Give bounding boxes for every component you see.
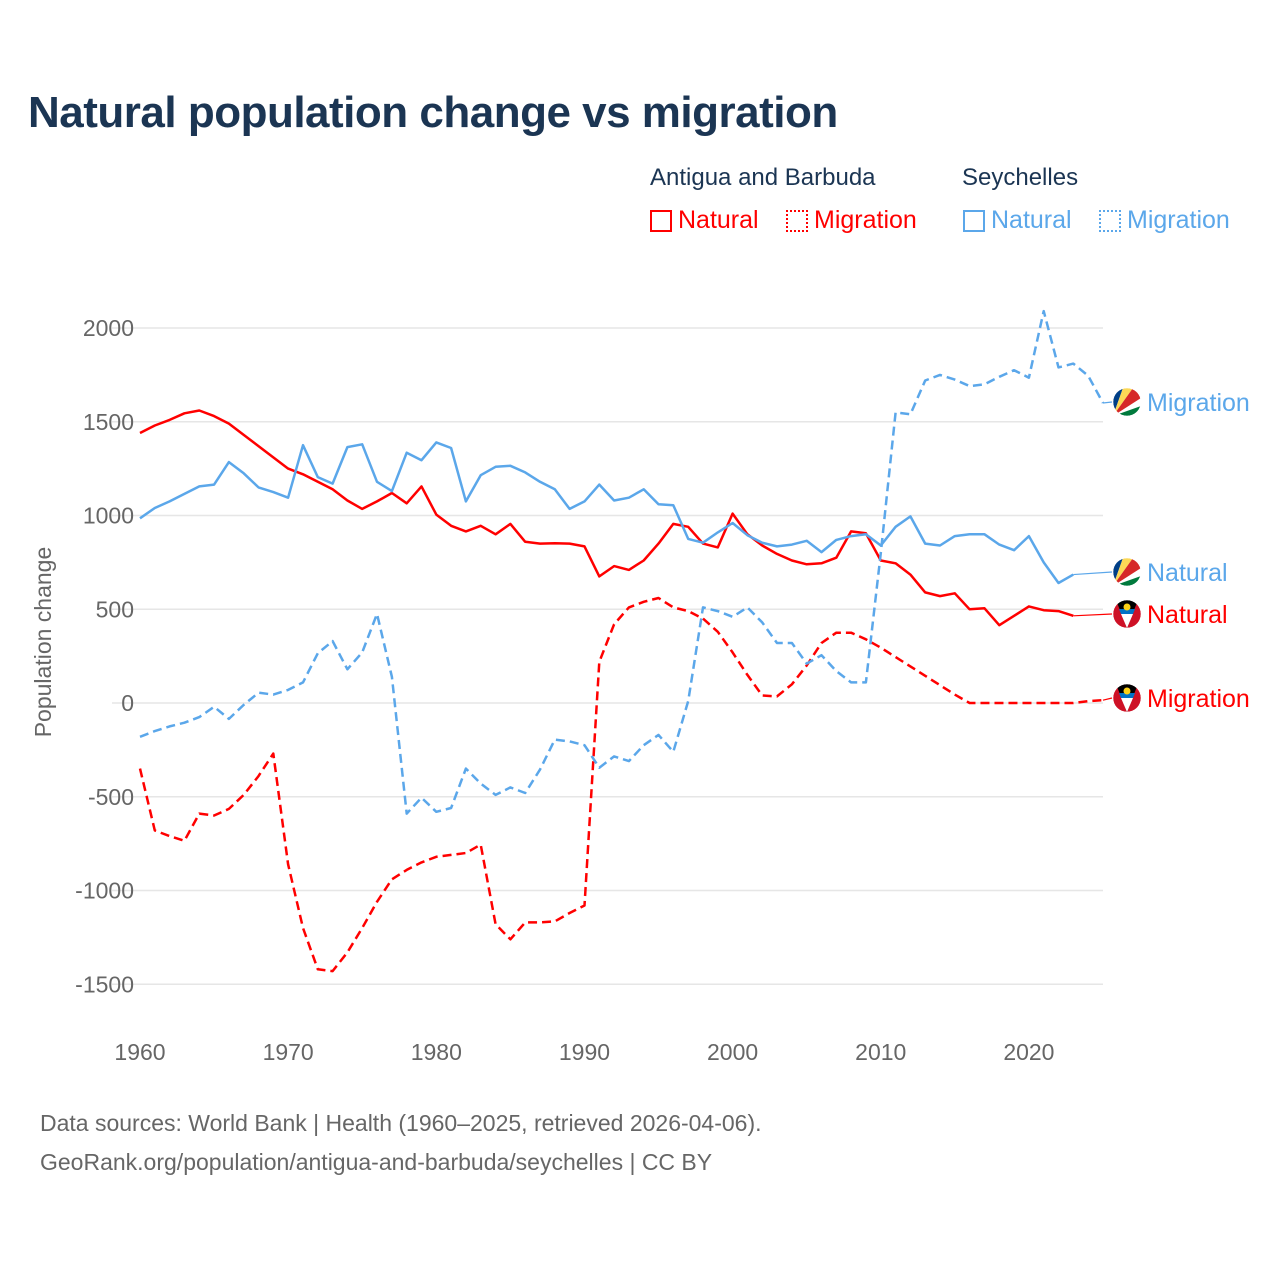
end-connector — [1073, 571, 1113, 576]
legend-group-seychelles: Seychelles — [962, 164, 1079, 191]
legend-antigua-natural[interactable]: Natural — [650, 206, 759, 235]
chart-title: Natural population change vs migration — [28, 88, 838, 137]
antigua-flag-icon — [1112, 683, 1142, 713]
legend-label: Migration — [814, 206, 917, 234]
end-label: Natural — [1147, 559, 1228, 587]
x-tick-label: 1970 — [263, 1039, 314, 1065]
legend-antigua-migration[interactable]: Migration — [786, 206, 917, 235]
x-tick-label: 2000 — [707, 1039, 758, 1065]
series-line-antigua-and-barbuda-natural — [139, 409, 1074, 627]
series-line-antigua-and-barbuda-migration — [138, 596, 1104, 973]
y-tick-label: 1000 — [83, 503, 134, 529]
end-label: Natural — [1147, 601, 1228, 629]
solid-swatch-icon — [963, 209, 985, 232]
footer-link[interactable]: GeoRank.org/population/antigua-and-barbu… — [40, 1149, 713, 1175]
x-tick-label: 2010 — [855, 1039, 906, 1065]
legend-label: Natural — [991, 206, 1072, 234]
antigua-flag-icon — [1112, 599, 1142, 629]
y-tick-label: 2000 — [83, 315, 134, 341]
legend-label: Migration — [1127, 206, 1230, 234]
x-tick-label: 2020 — [1003, 1039, 1054, 1065]
end-label: Migration — [1147, 685, 1250, 713]
dotted-swatch-icon — [786, 209, 808, 232]
x-tick-label: 1980 — [411, 1039, 462, 1065]
dotted-swatch-icon — [1099, 209, 1121, 232]
end-connector — [1073, 613, 1113, 617]
y-tick-label: -500 — [88, 784, 134, 810]
series-line-seychelles-natural — [139, 441, 1074, 585]
x-tick-label: 1990 — [559, 1039, 610, 1065]
end-label: Migration — [1147, 389, 1250, 417]
x-tick-label: 1960 — [114, 1039, 165, 1065]
end-connector — [1102, 697, 1113, 701]
end-connector — [1102, 401, 1113, 404]
y-axis-label: Population change — [30, 547, 56, 738]
seychelles-flag-icon — [1112, 387, 1142, 417]
legend-label: Natural — [678, 206, 759, 234]
solid-swatch-icon — [650, 209, 672, 232]
y-tick-label: -1500 — [75, 971, 134, 997]
y-tick-label: 500 — [96, 596, 134, 622]
y-tick-label: 0 — [121, 690, 134, 716]
legend-seychelles-migration[interactable]: Migration — [1099, 206, 1230, 235]
y-tick-label: -1000 — [75, 878, 134, 904]
seychelles-flag-icon — [1112, 557, 1142, 587]
footer-sources: Data sources: World Bank | Health (1960–… — [40, 1110, 762, 1136]
legend-group-antigua: Antigua and Barbuda — [650, 164, 876, 191]
legend-seychelles-natural[interactable]: Natural — [963, 206, 1072, 235]
series-line-seychelles-migration — [139, 309, 1105, 815]
y-tick-label: 1500 — [83, 409, 134, 435]
